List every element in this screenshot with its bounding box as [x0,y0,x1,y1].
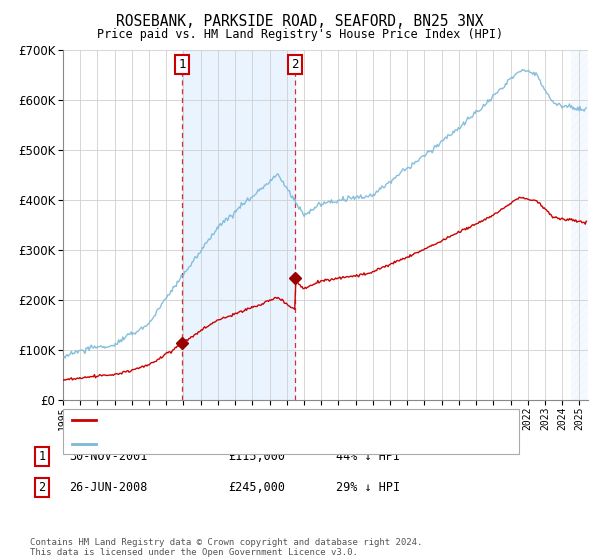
Text: ROSEBANK, PARKSIDE ROAD, SEAFORD, BN25 3NX: ROSEBANK, PARKSIDE ROAD, SEAFORD, BN25 3… [116,14,484,29]
Text: 29% ↓ HPI: 29% ↓ HPI [336,480,400,494]
Text: 30-NOV-2001: 30-NOV-2001 [69,450,148,463]
Text: 26-JUN-2008: 26-JUN-2008 [69,480,148,494]
Text: £115,000: £115,000 [228,450,285,463]
Text: £245,000: £245,000 [228,480,285,494]
Bar [182,50,295,400]
Text: HPI: Average price, detached house, Lewes: HPI: Average price, detached house, Lewe… [100,439,356,449]
Text: 1: 1 [178,58,186,71]
Text: 1: 1 [38,450,46,463]
Text: 2: 2 [292,58,299,71]
Text: 44% ↓ HPI: 44% ↓ HPI [336,450,400,463]
Text: ROSEBANK, PARKSIDE ROAD, SEAFORD, BN25 3NX (detached house): ROSEBANK, PARKSIDE ROAD, SEAFORD, BN25 3… [100,415,469,425]
Text: Price paid vs. HM Land Registry's House Price Index (HPI): Price paid vs. HM Land Registry's House … [97,28,503,41]
Bar [571,50,588,400]
Text: Contains HM Land Registry data © Crown copyright and database right 2024.
This d: Contains HM Land Registry data © Crown c… [30,538,422,557]
Text: 2: 2 [38,480,46,494]
